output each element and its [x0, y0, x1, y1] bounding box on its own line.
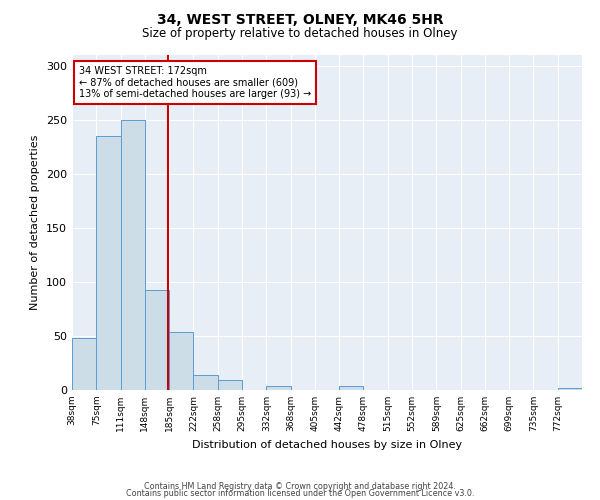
Bar: [96, 136, 121, 390]
Bar: [121, 120, 145, 390]
Bar: [72, 338, 96, 390]
Bar: [558, 388, 582, 390]
Text: 34 WEST STREET: 172sqm
← 87% of detached houses are smaller (609)
13% of semi-de: 34 WEST STREET: 172sqm ← 87% of detached…: [79, 66, 311, 99]
X-axis label: Distribution of detached houses by size in Olney: Distribution of detached houses by size …: [192, 440, 462, 450]
Bar: [266, 386, 290, 390]
Bar: [339, 386, 364, 390]
Text: Size of property relative to detached houses in Olney: Size of property relative to detached ho…: [142, 28, 458, 40]
Y-axis label: Number of detached properties: Number of detached properties: [31, 135, 40, 310]
Text: Contains public sector information licensed under the Open Government Licence v3: Contains public sector information licen…: [126, 489, 474, 498]
Bar: [145, 290, 169, 390]
Text: 34, WEST STREET, OLNEY, MK46 5HR: 34, WEST STREET, OLNEY, MK46 5HR: [157, 12, 443, 26]
Bar: [193, 375, 218, 390]
Text: Contains HM Land Registry data © Crown copyright and database right 2024.: Contains HM Land Registry data © Crown c…: [144, 482, 456, 491]
Bar: [218, 380, 242, 390]
Bar: [169, 332, 193, 390]
